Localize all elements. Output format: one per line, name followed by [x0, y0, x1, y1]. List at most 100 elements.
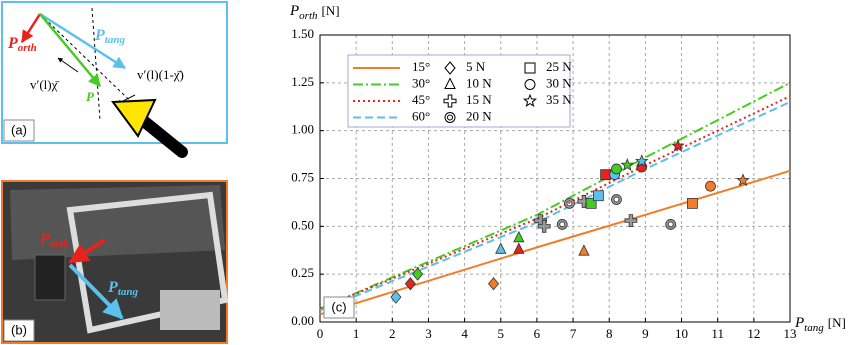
x-tick-label: 12 — [747, 326, 760, 341]
photo-frame — [66, 191, 229, 334]
axis-subscript: orth — [299, 10, 318, 22]
line — [319, 101, 791, 312]
y-tick-label: 0.00 — [291, 313, 314, 328]
legend-label: 15 N — [466, 92, 492, 107]
axis-unit: [N] — [828, 315, 846, 330]
point — [736, 173, 750, 187]
legend-marker — [444, 77, 456, 89]
point — [513, 230, 525, 243]
y-tick-label: 0.25 — [291, 265, 314, 280]
x-tick-label: 13 — [784, 326, 797, 341]
label-box — [323, 296, 355, 319]
legend-label: 60° — [412, 108, 430, 123]
p-label: P — [86, 89, 95, 104]
p-orth-label: Porth — [39, 231, 69, 250]
arrow — [57, 57, 79, 73]
x-tick-label: 3 — [425, 326, 432, 341]
x-tick-label: 7 — [570, 326, 577, 341]
point — [600, 169, 612, 181]
y-tick-label: 1.00 — [291, 122, 314, 137]
x-tick-label: 4 — [461, 326, 468, 341]
panel-frame — [1, 1, 228, 144]
x-tick-label: 1 — [353, 326, 360, 341]
legend-marker — [443, 94, 457, 108]
axis-unit: [N] — [322, 3, 340, 18]
v-chi-label: v′(l)χ̄ — [30, 77, 59, 92]
point — [624, 214, 638, 227]
panel-a: Porth Ptang P v′(l)χ̄ v′(l)(1-χ̄) (a) — [1, 1, 228, 158]
handle — [134, 112, 188, 158]
legend-label: 30 N — [546, 75, 572, 90]
point — [577, 195, 591, 208]
point — [556, 219, 568, 230]
p-arrow — [39, 13, 101, 87]
x-tick-label: 5 — [498, 326, 505, 341]
panel-label: (c) — [331, 299, 346, 314]
y-tick-label: 0.75 — [291, 169, 314, 184]
legend-label: 15° — [412, 59, 430, 74]
legend-marker — [524, 62, 536, 74]
panel-label: (a) — [11, 122, 27, 137]
photo-region — [10, 185, 225, 260]
label-box — [3, 319, 35, 342]
p-tang-arrow — [68, 263, 124, 320]
point — [537, 219, 551, 233]
y-axis-label: Porth [N] — [289, 3, 340, 22]
legend-label: 20 N — [466, 108, 492, 123]
panel-label: (b) — [11, 322, 27, 337]
legend-label: 5 N — [466, 59, 486, 74]
point — [611, 194, 622, 205]
line — [319, 95, 791, 310]
point — [488, 277, 500, 291]
axis-symbol: P — [794, 315, 804, 331]
panel-c: 0 1 2 3 4 5 6 7 8 9 10 11 12 130.000.250.500.751.001.… — [289, 3, 846, 341]
point — [412, 267, 424, 281]
point — [611, 163, 622, 175]
axis-symbol: P — [289, 3, 299, 19]
v-one-minus-label: v′(l)(1-χ̄) — [137, 67, 184, 82]
point — [495, 242, 507, 254]
axis-subscript: tang — [804, 322, 824, 334]
x-tick-label: 2 — [389, 326, 396, 341]
point — [671, 138, 685, 152]
plot-frame — [319, 34, 791, 323]
legend-marker — [522, 93, 538, 107]
point — [620, 158, 635, 171]
legend-frame — [347, 54, 571, 128]
x-tick-label: 9 — [642, 326, 649, 341]
legend-marker — [444, 61, 456, 75]
legend-marker — [524, 79, 536, 90]
panel-b: Porth Ptang (b) — [1, 180, 229, 344]
x-tick-label: 11 — [711, 326, 724, 341]
photo-object — [34, 254, 66, 301]
x-tick-label: 0 — [317, 326, 324, 341]
p-tang-label: Ptang — [107, 279, 138, 298]
point — [686, 197, 698, 209]
p-tang-label: Ptang — [94, 27, 125, 46]
point — [564, 198, 575, 209]
dashed-guide — [91, 7, 101, 121]
y-tick-label: 1.25 — [291, 74, 314, 89]
legend-marker — [444, 112, 456, 123]
y-tick-label: 0.50 — [291, 217, 314, 232]
point — [513, 242, 525, 254]
line — [319, 81, 791, 310]
legend-label: 45° — [412, 92, 430, 107]
legend-label: 35 N — [546, 92, 572, 107]
p-orth-arrow — [20, 13, 42, 44]
x-tick-label: 6 — [534, 326, 541, 341]
point — [404, 277, 416, 291]
photo-bracket — [160, 290, 220, 330]
p-orth-arrow — [68, 238, 107, 264]
point — [665, 219, 677, 230]
y-tick-label: 1.50 — [291, 26, 314, 41]
legend-label: 25 N — [546, 59, 572, 74]
label-box — [3, 119, 35, 142]
x-tick-label: 8 — [606, 326, 613, 341]
x-axis-label: Ptang [N] — [794, 315, 846, 334]
line — [319, 169, 791, 316]
point — [635, 154, 649, 168]
x-tick-label: 10 — [675, 326, 688, 341]
p-orth-label: Porth — [7, 35, 37, 54]
